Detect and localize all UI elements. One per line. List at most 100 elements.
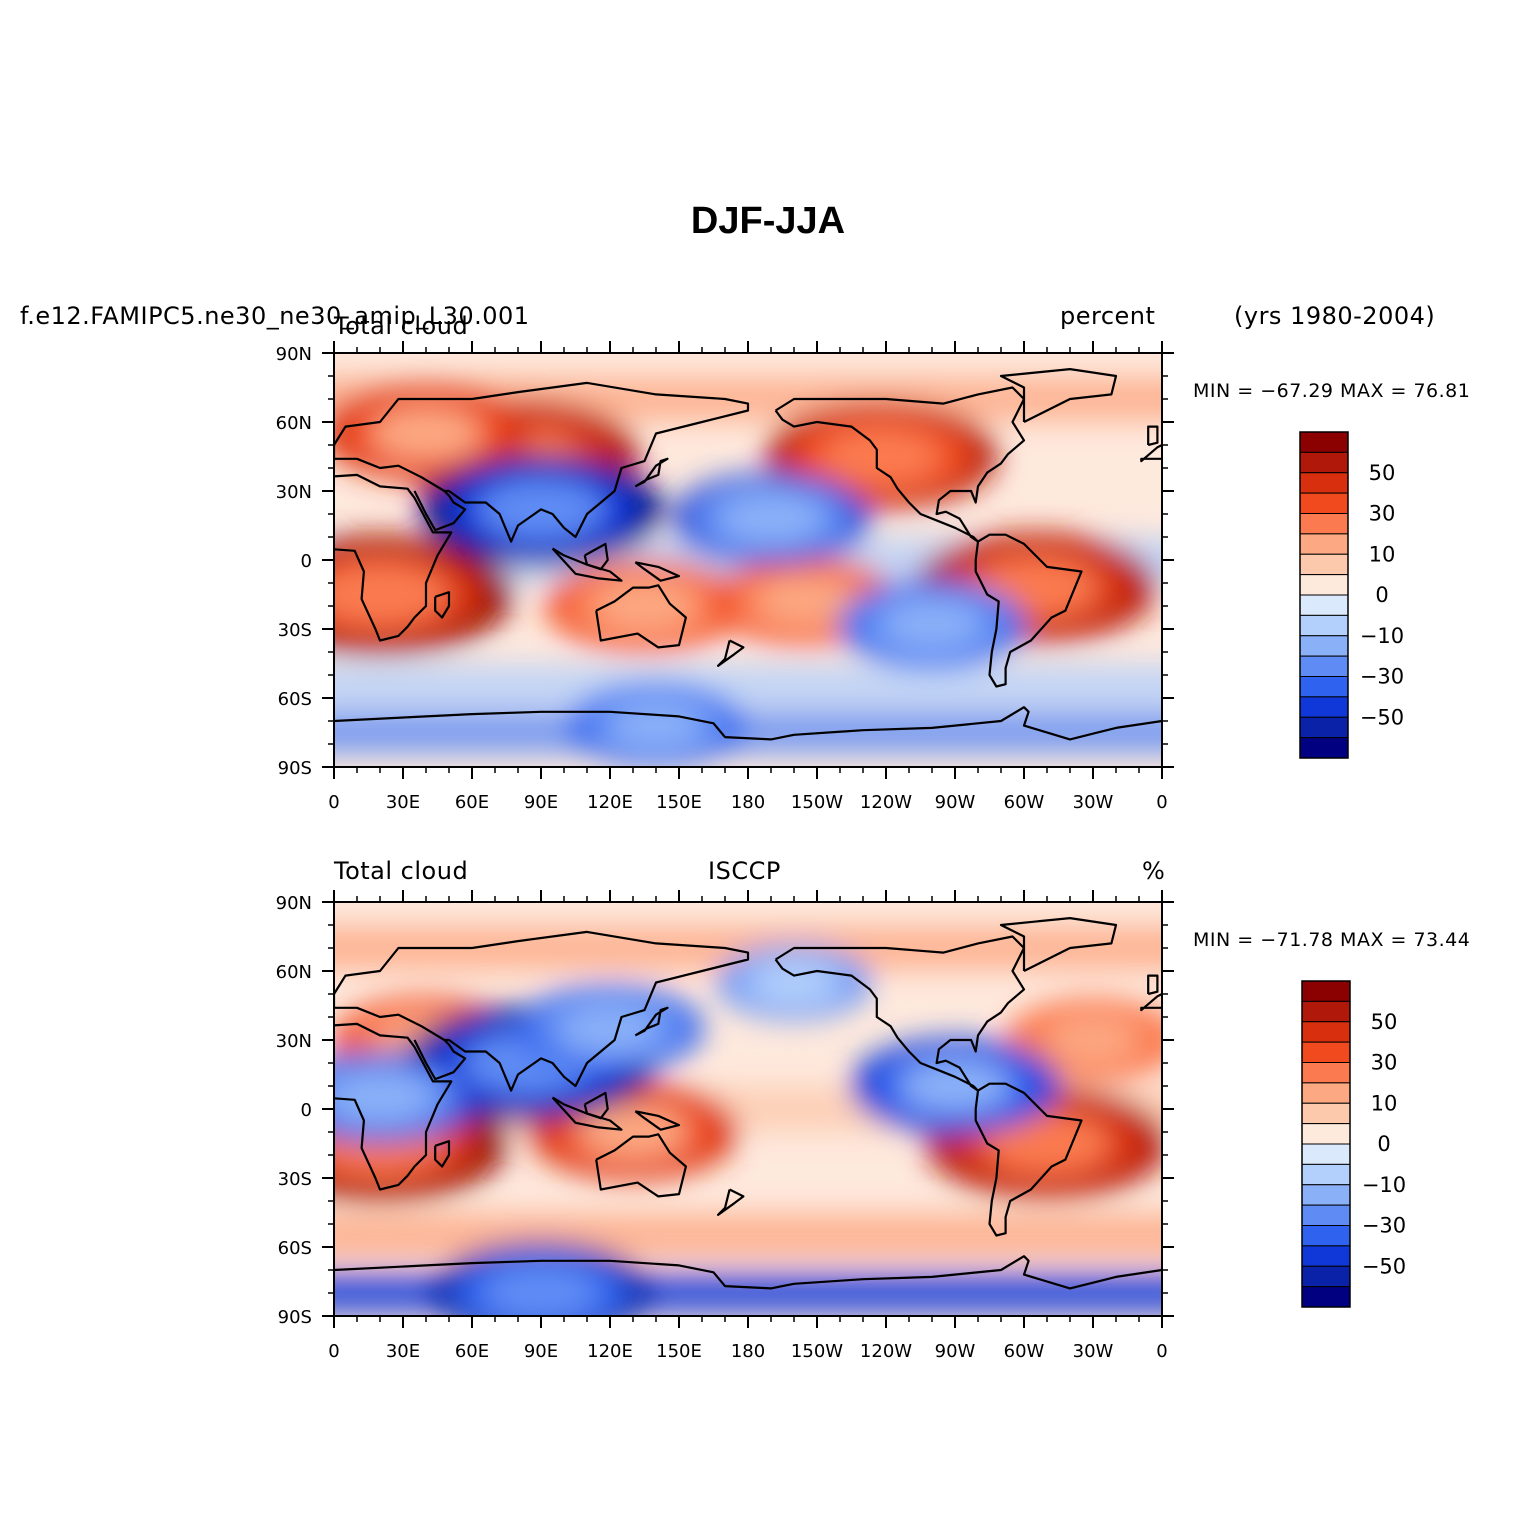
anomaly-blob — [717, 493, 825, 544]
colorbar-label: 50 — [1369, 461, 1396, 485]
coastline — [999, 917, 1118, 972]
lat-tick-label: 60N — [276, 962, 312, 983]
lon-tick-label: 150W — [791, 792, 843, 813]
colorbar-swatch — [1299, 451, 1349, 474]
lat-tick-label: 90N — [276, 344, 312, 365]
lon-tick-label: 150E — [656, 1341, 702, 1362]
colorbar-swatch — [1301, 1041, 1351, 1063]
colorbar-swatch — [1301, 1163, 1351, 1186]
map-axes: 90N 60N 30N 0 30S 60S 90S 0 30E 60E 90E 120E 150E 180… — [276, 341, 1174, 1362]
lon-tick-label: 120E — [587, 1341, 633, 1362]
coastline — [551, 1096, 623, 1131]
coastline — [774, 386, 1026, 543]
colorbar-swatch — [1301, 1245, 1351, 1267]
lon-tick-label: 30W — [1073, 792, 1114, 813]
field-anomalies — [334, 926, 1162, 1316]
lat-tick-label: 30S — [278, 620, 312, 641]
lat-tick-label: 0 — [301, 551, 312, 572]
anomaly-blob — [608, 702, 704, 749]
lat-tick-label: 30S — [278, 1169, 312, 1190]
colorbar-label: 10 — [1369, 542, 1396, 566]
lat-tick-label: 60S — [278, 689, 312, 710]
coastline — [334, 706, 1162, 741]
coastline — [1140, 993, 1162, 1012]
lat-tick-label: 60N — [276, 413, 312, 434]
colorbar-swatch — [1301, 1123, 1351, 1145]
anomaly-blob — [751, 961, 837, 1004]
anomaly-blob — [334, 562, 450, 627]
coastline — [413, 1039, 467, 1081]
colorbar-swatch — [1301, 1225, 1351, 1247]
coastline — [334, 381, 750, 543]
lon-tick-label: 120E — [587, 792, 633, 813]
years-label: (yrs 1980-2004) — [1234, 302, 1436, 330]
colorbar-swatch — [1301, 1184, 1351, 1206]
colorbar-label: −10 — [1362, 1173, 1406, 1197]
lon-tick-label: 60W — [1004, 1341, 1045, 1362]
lat-tick-label: 90N — [276, 893, 312, 914]
case-name: f.e12.FAMIPC5.ne30_ne30_amip_L30.001 — [20, 302, 530, 330]
figure-title: DJF-JJA — [690, 200, 846, 242]
coastline — [595, 584, 687, 649]
lon-tick-label: 150E — [656, 792, 702, 813]
panel-2-units: % — [1142, 857, 1166, 885]
field-band — [334, 664, 1162, 709]
coastline — [434, 1140, 451, 1168]
colorbar-label: −30 — [1362, 1214, 1406, 1238]
colorbar-swatch — [1299, 696, 1349, 718]
lon-tick-label: 30E — [386, 792, 420, 813]
field-band — [334, 1213, 1162, 1258]
field-band — [334, 710, 1162, 755]
colorbar-swatch — [1301, 1265, 1351, 1288]
panel-2-left-label: Total cloud — [334, 857, 469, 885]
colorbar-swatch — [1299, 635, 1349, 657]
anomaly-blob — [482, 1265, 600, 1316]
lon-tick-label: 30E — [386, 1341, 420, 1362]
colorbar-swatch — [1299, 737, 1349, 759]
lon-tick-label: 60E — [455, 792, 489, 813]
coastline — [974, 533, 1083, 688]
panel-2-coastlines — [334, 917, 1162, 1290]
lon-tick-label: 90E — [524, 792, 558, 813]
colorbar-frame — [1301, 980, 1351, 1308]
panel-2-min-max: MIN = −71.78 MAX = 73.44 — [1193, 929, 1471, 951]
lon-tick-label: 120W — [860, 1341, 912, 1362]
colorbar-label: 10 — [1371, 1091, 1398, 1115]
colorbar-swatch — [1299, 676, 1349, 698]
lon-tick-label: 60W — [1004, 792, 1045, 813]
colorbars: 50 30 10 0 −10 −30 −50 50 30 10 0 −10 −30 −50 — [1299, 431, 1406, 1308]
anomaly-blob — [881, 600, 983, 649]
colorbar-swatch — [1299, 553, 1349, 576]
anomaly-blob — [334, 1072, 434, 1123]
coastline — [634, 1006, 669, 1037]
panel-1-min-max: MIN = −67.29 MAX = 76.81 — [1193, 380, 1471, 402]
colorbar-swatch — [1301, 1062, 1351, 1084]
colorbar-swatch — [1301, 1082, 1351, 1104]
colorbar-swatch — [1301, 1102, 1351, 1125]
anomaly-blob — [820, 427, 943, 486]
lat-tick-label: 90S — [278, 758, 312, 779]
colorbar-label: 30 — [1369, 502, 1396, 526]
lon-tick-label: 0 — [328, 792, 339, 813]
lon-tick-label: 0 — [1156, 1341, 1167, 1362]
coastline — [434, 591, 451, 619]
colorbar-swatch — [1299, 594, 1349, 616]
coastline — [974, 1082, 1083, 1237]
colorbar-swatch — [1299, 574, 1349, 596]
lat-tick-label: 30N — [276, 1031, 312, 1052]
coastline — [717, 1188, 745, 1216]
panel-1-coastlines — [334, 368, 1162, 741]
colorbar-label: 0 — [1375, 583, 1388, 607]
lon-tick-label: 180 — [731, 792, 765, 813]
lon-tick-label: 90W — [935, 1341, 976, 1362]
colorbar-swatch — [1301, 1204, 1351, 1226]
colorbar-swatch — [1299, 533, 1349, 555]
colorbar-label: 30 — [1371, 1051, 1398, 1075]
colorbar-swatch — [1299, 513, 1349, 535]
colorbar-label: −30 — [1360, 665, 1404, 689]
lat-tick-label: 0 — [301, 1100, 312, 1121]
coastline — [774, 935, 1026, 1092]
colorbar-swatch — [1299, 492, 1349, 514]
colorbar-swatch — [1301, 1000, 1351, 1023]
